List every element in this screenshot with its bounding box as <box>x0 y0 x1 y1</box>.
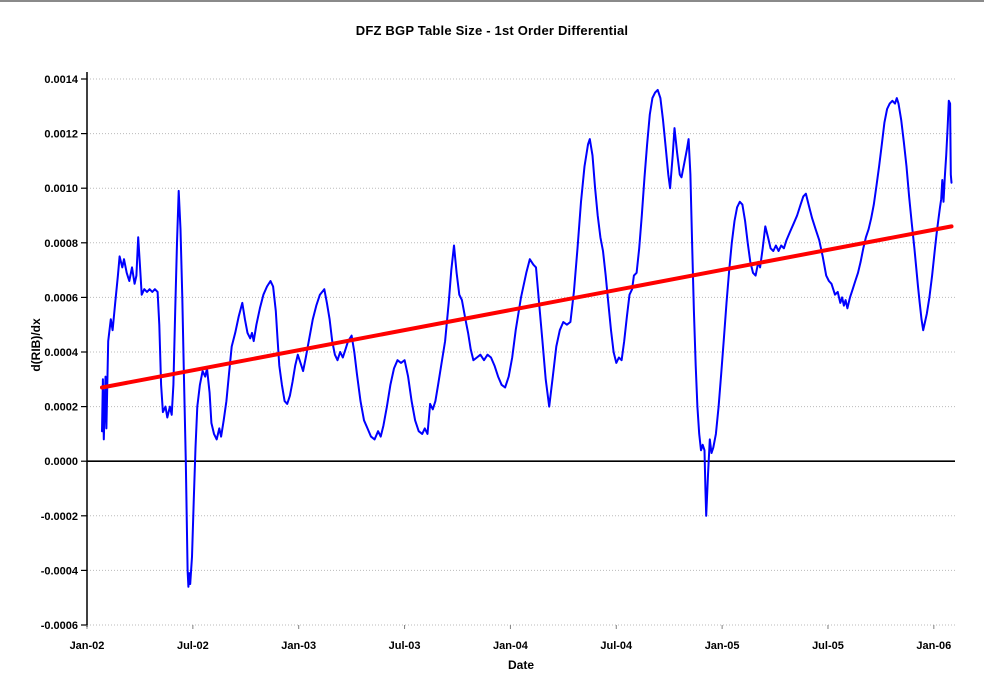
y-tick-label: 0.0000 <box>44 456 78 468</box>
x-tick-label: Jan-03 <box>281 640 316 652</box>
y-tick-label: 0.0010 <box>44 183 78 195</box>
y-tick-label: 0.0002 <box>44 402 78 414</box>
x-axis-title: Date <box>507 658 534 672</box>
y-axis-title: d(RIB)/dx <box>29 318 43 372</box>
y-tick-label: 0.0014 <box>44 74 79 86</box>
y-tick-label: -0.0002 <box>41 511 78 523</box>
x-tick-label: Jul-03 <box>389 640 421 652</box>
y-tick-label: 0.0012 <box>44 129 78 141</box>
x-tick-label: Jul-05 <box>812 640 844 652</box>
x-tick-label: Jan-02 <box>70 640 105 652</box>
y-tick-label: -0.0006 <box>41 620 78 632</box>
y-tick-label: 0.0004 <box>44 347 79 359</box>
x-tick-label: Jan-04 <box>493 640 529 652</box>
x-tick-label: Jan-05 <box>705 640 740 652</box>
y-tick-label: 0.0006 <box>44 292 78 304</box>
x-tick-label: Jul-02 <box>177 640 209 652</box>
y-tick-label: 0.0008 <box>44 238 78 250</box>
x-tick-label: Jan-06 <box>916 640 951 652</box>
series-line-dRIB-dx <box>101 88 953 588</box>
x-tick-label: Jul-04 <box>600 640 633 652</box>
top-border <box>0 0 984 2</box>
series-line-linear-trend <box>100 224 954 390</box>
chart-title: DFZ BGP Table Size - 1st Order Different… <box>355 23 629 38</box>
y-tick-label: -0.0004 <box>41 565 79 577</box>
